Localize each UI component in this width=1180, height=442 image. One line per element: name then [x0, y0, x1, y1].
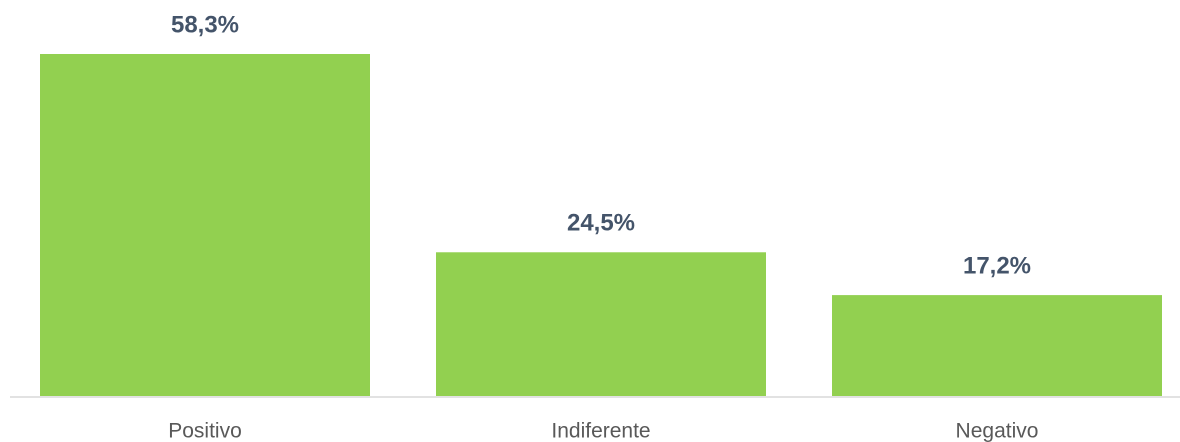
bar	[436, 252, 766, 396]
data-label: 17,2%	[963, 252, 1031, 279]
x-tick-label: Negativo	[956, 420, 1039, 442]
data-label: 24,5%	[567, 210, 635, 237]
x-tick-label: Indiferente	[551, 420, 650, 442]
data-label: 58,3%	[171, 11, 239, 38]
x-tick-label: Positivo	[168, 420, 242, 442]
bar	[40, 54, 370, 396]
bar	[832, 295, 1162, 396]
